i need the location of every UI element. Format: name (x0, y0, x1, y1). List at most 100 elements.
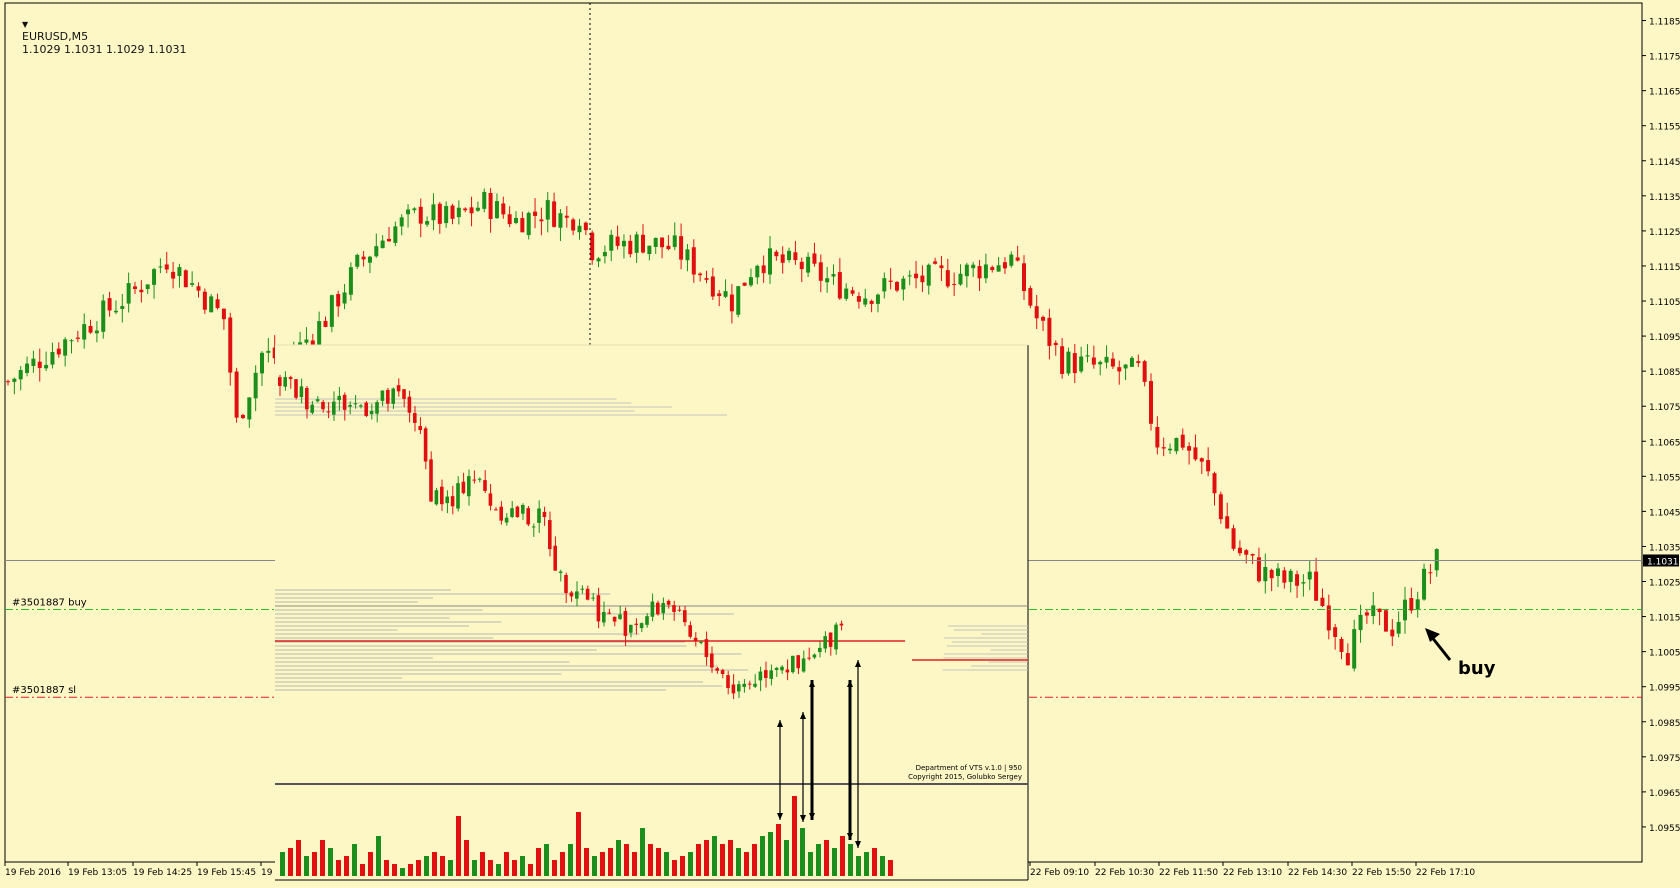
candle-body (202, 291, 207, 310)
candle-body (1028, 288, 1033, 306)
volume-bar (520, 856, 525, 876)
candle-body (1326, 605, 1331, 631)
candle-body (228, 317, 233, 373)
candle-body (977, 266, 982, 279)
candle-body (1314, 571, 1319, 601)
candle-body (437, 203, 442, 224)
price-tick-label: 1.1085 (1649, 368, 1680, 378)
inset-candle-body (596, 595, 601, 622)
candle-body (240, 414, 245, 419)
candle-body (94, 330, 99, 334)
inset-candle-body (348, 404, 352, 407)
price-tick-label: 1.1125 (1649, 228, 1680, 238)
candles (6, 188, 1439, 672)
candle-body (234, 371, 239, 418)
volume-bar (776, 824, 781, 876)
inset-candle-body (564, 574, 568, 594)
volume-bar (824, 840, 829, 876)
candle-body (361, 256, 366, 260)
volume-bar (568, 844, 573, 876)
volume-bar (296, 840, 301, 876)
volume-bar (808, 852, 813, 876)
candle-body (1123, 364, 1128, 369)
volume-bar (704, 840, 709, 876)
candle-body (304, 339, 309, 343)
inset-candle-body (531, 526, 536, 528)
candle-body (1187, 446, 1192, 451)
price-tick-label: 1.1075 (1649, 403, 1680, 413)
candle-body (1047, 317, 1052, 346)
volume-bar (472, 860, 477, 876)
price-tick-label: 1.1165 (1649, 88, 1680, 98)
candle-body (818, 262, 823, 281)
candle-body (679, 236, 684, 260)
volume-bar (664, 852, 669, 876)
candle-body (1110, 358, 1115, 367)
inset-candle-body (812, 654, 817, 658)
inset-candle-body (753, 683, 757, 687)
time-tick-label: 19 (261, 868, 273, 878)
candle-body (494, 201, 499, 219)
candle-body (1104, 356, 1109, 363)
inset-candle-body (467, 476, 471, 497)
inset-candle-body (807, 657, 811, 659)
volume-bar (800, 828, 805, 876)
candle-body (1015, 257, 1020, 261)
volume-bar (360, 864, 365, 876)
price-tick-label: 1.0985 (1649, 719, 1680, 729)
inset-candle-body (337, 395, 341, 401)
candle-body (1136, 361, 1141, 363)
volume-link-arrowhead (777, 813, 783, 820)
price-tick-label: 1.1175 (1649, 53, 1680, 63)
inset-candle-body (553, 545, 557, 571)
inset-candle-body (726, 675, 730, 689)
candle-body (742, 282, 747, 286)
inset-candle-body (602, 611, 606, 623)
candle-body (1060, 346, 1065, 374)
dropdown-triangle-icon[interactable]: ▼ (22, 20, 29, 29)
candle-body (526, 212, 531, 236)
candle-body (850, 290, 855, 294)
inset-candle-body (710, 653, 714, 668)
inset-candle-body (580, 588, 584, 590)
inset-candle-body (364, 402, 368, 416)
inset-candle-body (369, 411, 374, 415)
candle-body (634, 234, 639, 253)
candle-body (926, 264, 931, 286)
candle-body (1263, 566, 1268, 582)
candle-body (1428, 572, 1433, 574)
candle-body (101, 300, 106, 332)
volume-bar (880, 856, 885, 876)
candle-body (564, 215, 569, 218)
candle-body (158, 266, 163, 268)
candle-body (399, 217, 404, 227)
time-tick-label: 19 Feb 14:25 (133, 868, 192, 878)
volume-bar (344, 856, 349, 876)
volume-bar (552, 860, 557, 876)
volume-link-arrowhead (847, 833, 853, 840)
candle-body (12, 378, 17, 382)
candle-body (1142, 361, 1147, 382)
inset-candle-body (526, 508, 530, 525)
volume-bar (440, 856, 445, 876)
inset-candle-body (305, 388, 309, 410)
inset-candle-body (828, 632, 833, 647)
inset-candle-body (472, 479, 476, 481)
inset-candle-body (548, 520, 552, 550)
inset-candle-body (434, 490, 439, 505)
candle-body (501, 203, 506, 215)
inset-candle-body (488, 493, 493, 506)
inset-candle-body (634, 623, 638, 625)
candle-body (1002, 262, 1007, 269)
buy-order-label: #3501887 buy (12, 598, 87, 609)
candle-body (190, 283, 195, 285)
inset-candle-body (477, 478, 482, 480)
volume-bar (832, 848, 837, 876)
volume-link-arrowhead (809, 680, 815, 687)
inset-candle-body (618, 614, 622, 619)
volume-bar (712, 836, 717, 876)
candle-body (914, 273, 919, 279)
inset-candle-body (650, 601, 655, 617)
